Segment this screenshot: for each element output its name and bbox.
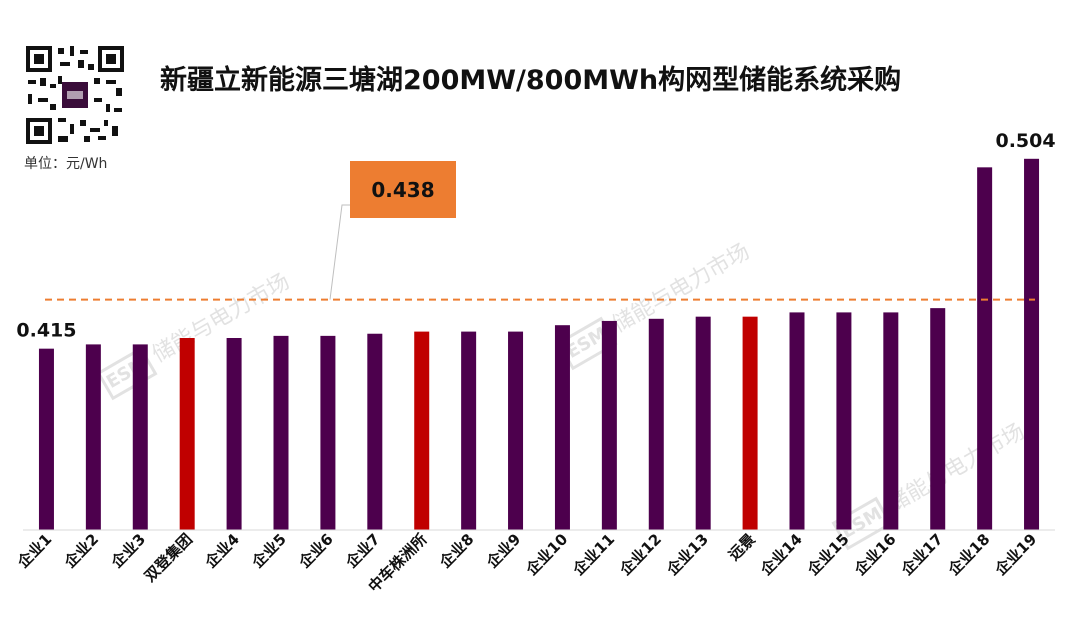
x-tick-label: 企业8: [435, 530, 477, 572]
bar: [742, 316, 758, 530]
x-tick-label: 企业2: [60, 530, 102, 572]
bar: [179, 338, 195, 530]
bar: [836, 312, 852, 530]
bar: [789, 312, 805, 530]
x-tick-label: 企业19: [991, 530, 1040, 579]
unit-label: 单位：元/Wh: [24, 156, 108, 172]
x-tick-label: 企业17: [897, 530, 946, 579]
bar: [461, 331, 477, 530]
bar: [977, 167, 993, 531]
bar: [367, 333, 383, 530]
bar: [601, 320, 617, 530]
x-tick-label: 企业10: [522, 530, 571, 579]
x-tick-label: 企业18: [944, 530, 993, 579]
data-label: 0.415: [16, 320, 76, 342]
bar: [132, 344, 148, 530]
bar: [930, 308, 946, 530]
bar: [554, 325, 570, 530]
chart-title: 新疆立新能源三塘湖200MW/800MWh构网型储能系统采购: [160, 65, 902, 96]
qr-code-graphic: [22, 42, 128, 148]
x-tick-label: 企业13: [663, 530, 712, 579]
data-label: 0.504: [995, 130, 1055, 152]
x-tick-label: 企业7: [342, 530, 384, 572]
x-tick-label: 企业15: [803, 530, 852, 579]
x-tick-label: 双登集团: [141, 530, 196, 585]
x-tick-label: 企业14: [756, 530, 805, 579]
x-tick-label: 企业3: [107, 530, 149, 572]
average-value-label: 0.438: [371, 178, 434, 202]
x-tick-label: 企业11: [569, 530, 618, 579]
bar: [85, 344, 101, 530]
bar: [320, 335, 336, 530]
bar: [1024, 158, 1040, 531]
bar: [273, 335, 289, 530]
x-tick-label: 企业9: [482, 530, 524, 572]
x-tick-label: 远景: [725, 530, 759, 564]
x-tick-label: 企业4: [201, 530, 243, 572]
average-callout-leader: [329, 204, 352, 300]
bar: [883, 312, 899, 530]
bar: [226, 338, 242, 530]
bar: [414, 331, 430, 530]
x-tick-label: 企业12: [616, 530, 665, 579]
qr-code: [22, 42, 128, 148]
x-tick-label: 企业1: [13, 530, 55, 572]
x-tick-label: 企业16: [850, 530, 899, 579]
average-callout-box: [350, 161, 456, 218]
bar: [648, 318, 664, 530]
x-tick-label: 企业6: [295, 530, 337, 572]
bar: [695, 316, 711, 530]
bar: [508, 331, 524, 530]
bar: [38, 348, 54, 530]
x-tick-label: 企业5: [248, 530, 290, 572]
